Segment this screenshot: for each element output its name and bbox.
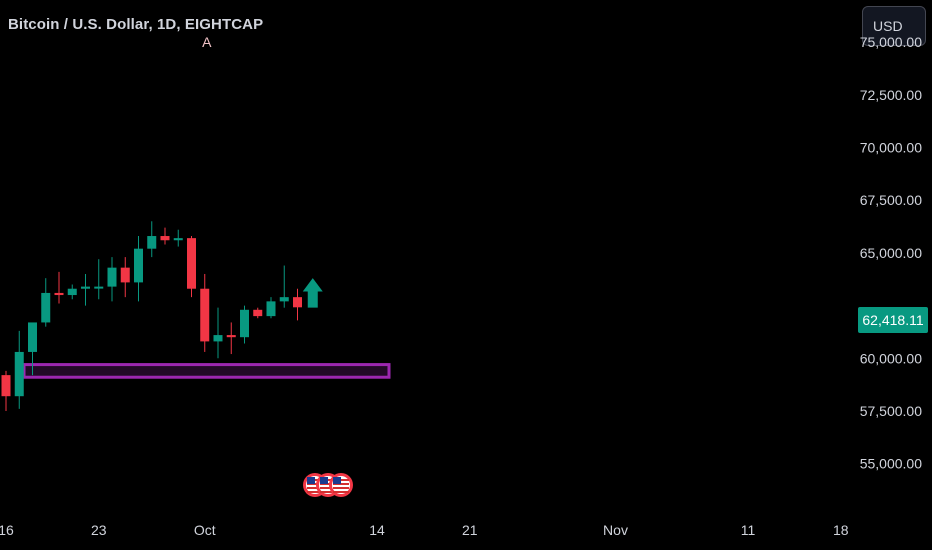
candle [213, 307, 223, 359]
candle-body [187, 238, 196, 289]
price-tick-label: 75,000.00 [860, 34, 922, 50]
last-price-badge: 62,418.11 [858, 307, 928, 333]
time-tick-label: 23 [91, 522, 107, 538]
currency-button[interactable]: USD [862, 6, 926, 46]
candle-body [266, 301, 276, 317]
us-flag-event-icon[interactable] [329, 473, 353, 497]
candle [279, 265, 289, 308]
candle [266, 297, 276, 319]
time-tick-label: 16 [0, 522, 14, 538]
candle-body [253, 309, 263, 317]
candle-body [240, 309, 249, 338]
price-tick-label: 70,000.00 [860, 140, 922, 156]
price-tick-label: 60,000.00 [860, 350, 922, 366]
candle [54, 271, 64, 304]
candle [41, 278, 51, 327]
flag-canton [320, 477, 328, 484]
candle-body [279, 297, 289, 302]
candle [253, 307, 263, 319]
price-tick-label: 55,000.00 [860, 456, 922, 472]
candle [134, 236, 143, 302]
time-tick-label: 11 [741, 522, 756, 538]
candle [160, 227, 170, 245]
price-tick-label: 72,500.00 [860, 87, 922, 103]
candle [94, 259, 104, 300]
candle-body [120, 267, 130, 283]
candle [240, 305, 249, 344]
flag-canton [333, 477, 341, 484]
flag-stripe [333, 491, 349, 493]
price-tick-label: 57,500.00 [860, 403, 922, 419]
flag-stripe [320, 487, 336, 489]
annotations-layer: A [202, 34, 353, 497]
arrow-up-icon[interactable] [302, 278, 323, 308]
candle-body [200, 288, 210, 342]
candle-body [213, 335, 223, 342]
price-tick-label: 67,500.00 [860, 192, 922, 208]
time-tick-label: 14 [369, 522, 385, 538]
candle [187, 236, 196, 298]
candle [147, 221, 157, 258]
candle-body [173, 238, 183, 241]
candle-body [41, 292, 51, 323]
candle-body [28, 322, 37, 352]
flag-stripe [333, 487, 349, 489]
candle [120, 257, 130, 298]
candle-body [160, 236, 170, 241]
candle [226, 322, 236, 355]
time-tick-label: 18 [833, 522, 849, 538]
time-axis: 16 23 Oct 14 21 Nov 11 18 [0, 522, 849, 538]
candle-body [14, 351, 24, 397]
candle-body [1, 375, 11, 397]
candle-body [293, 297, 302, 308]
candle-body [67, 288, 77, 296]
time-tick-label: Oct [194, 522, 216, 538]
candle-body [147, 236, 157, 249]
time-tick-label: 21 [462, 522, 478, 538]
candle [67, 284, 77, 300]
support-zone-layer [22, 363, 391, 379]
candle [14, 330, 24, 409]
candle-body [81, 286, 90, 289]
flag-stripe [307, 487, 323, 489]
candle-body [107, 267, 117, 287]
candle [28, 322, 37, 376]
candle [293, 288, 302, 321]
candle-body [54, 292, 64, 296]
chart-title: Bitcoin / U.S. Dollar, 1D, EIGHTCAP [8, 16, 264, 33]
price-tick-label: 65,000.00 [860, 245, 922, 261]
flag-stripe [307, 491, 323, 493]
candle-body [226, 335, 236, 338]
candle-body [94, 286, 104, 289]
price-axis: 75,000.00 72,500.00 70,000.00 67,500.00 65,0… [860, 34, 922, 471]
candle [81, 273, 90, 306]
time-tick-label: Nov [603, 522, 628, 538]
candle [107, 257, 117, 302]
support-zone[interactable] [22, 363, 391, 379]
candle [200, 273, 210, 352]
flag-canton [307, 477, 315, 484]
candle [1, 370, 11, 411]
candle [173, 229, 183, 247]
candles-layer [1, 221, 302, 411]
flag-stripe [320, 491, 336, 493]
chart-text-marker[interactable]: A [202, 34, 212, 50]
candle-body [134, 248, 143, 283]
